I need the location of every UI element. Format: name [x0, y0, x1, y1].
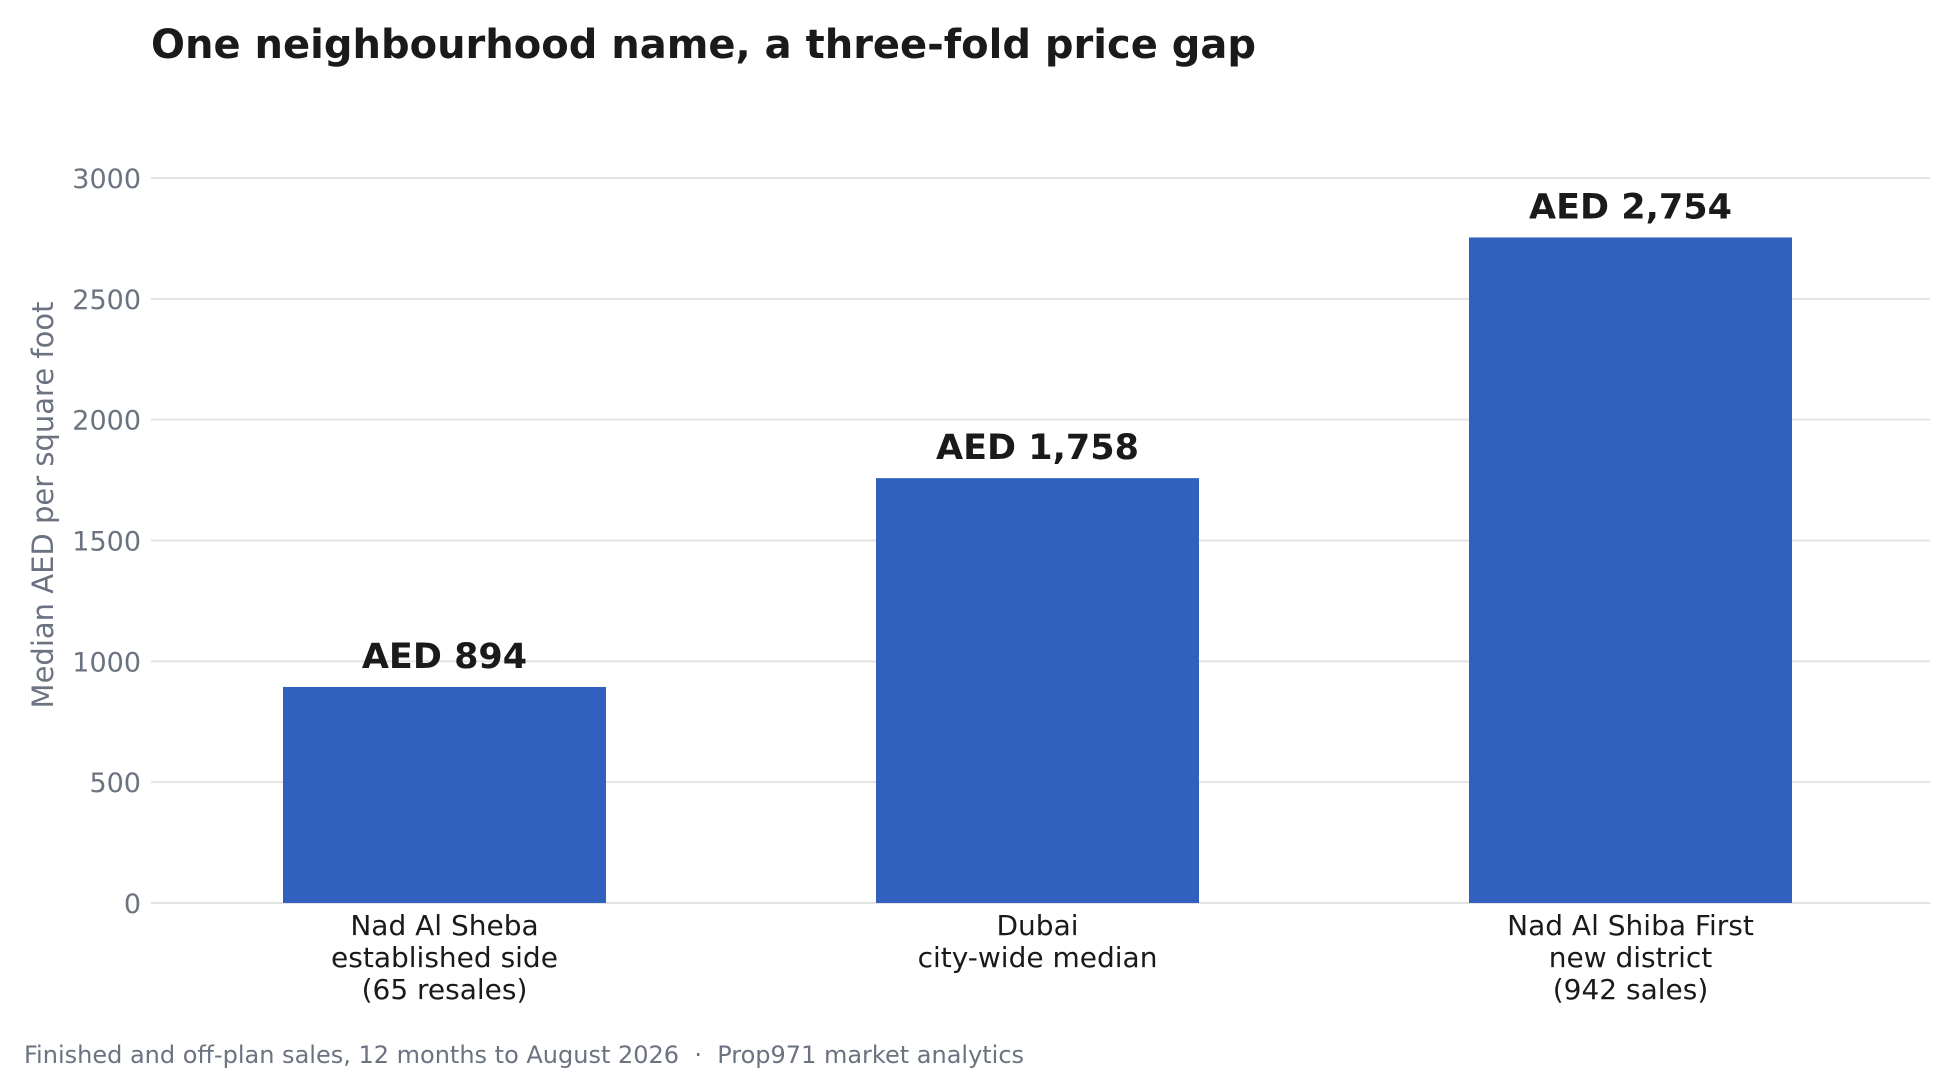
bar — [876, 478, 1199, 903]
data-label: AED 894 — [362, 637, 527, 677]
y-tick-label: 1000 — [72, 647, 141, 678]
bar — [283, 686, 606, 903]
x-tick-label-line: Dubai — [996, 909, 1078, 942]
y-tick-label: 0 — [124, 889, 141, 920]
y-axis-ticks: 0 500 1000 1500 2000 2500 3000 — [72, 164, 141, 920]
x-tick-label-line: new district — [1549, 941, 1713, 974]
x-axis-ticks: Nad Al Sheba established side (65 resales)… — [331, 909, 1754, 1006]
y-axis-label: Median AED per square foot — [26, 302, 60, 709]
chart-title: One neighbourhood name, a three-fold pri… — [151, 22, 1256, 68]
x-tick-label-line: established side — [331, 941, 558, 974]
x-tick-label-line: (942 sales) — [1553, 973, 1709, 1006]
y-tick-label: 2000 — [72, 406, 141, 437]
data-labels: AED 894 AED 1,758 AED 2,754 — [362, 187, 1732, 677]
data-label: AED 1,758 — [936, 428, 1139, 468]
x-tick-label-line: Nad Al Sheba — [350, 909, 538, 942]
x-tick-label: Nad Al Shiba First new district (942 sales… — [1507, 909, 1754, 1006]
y-tick-label: 3000 — [72, 164, 141, 195]
y-tick-label: 500 — [89, 768, 141, 799]
y-tick-label: 2500 — [72, 285, 141, 316]
bar — [1469, 237, 1792, 903]
data-label: AED 2,754 — [1529, 187, 1732, 227]
x-tick-label-line: city-wide median — [918, 941, 1158, 974]
bars — [283, 237, 1792, 903]
footer-note: Finished and off-plan sales, 12 months t… — [24, 1041, 1024, 1069]
x-tick-label-line: (65 resales) — [362, 973, 528, 1006]
x-tick-label-line: Nad Al Shiba First — [1507, 909, 1754, 942]
x-tick-label: Nad Al Sheba established side (65 resales) — [331, 909, 558, 1006]
y-tick-label: 1500 — [72, 527, 141, 558]
x-tick-label: Dubai city-wide median — [918, 909, 1158, 974]
